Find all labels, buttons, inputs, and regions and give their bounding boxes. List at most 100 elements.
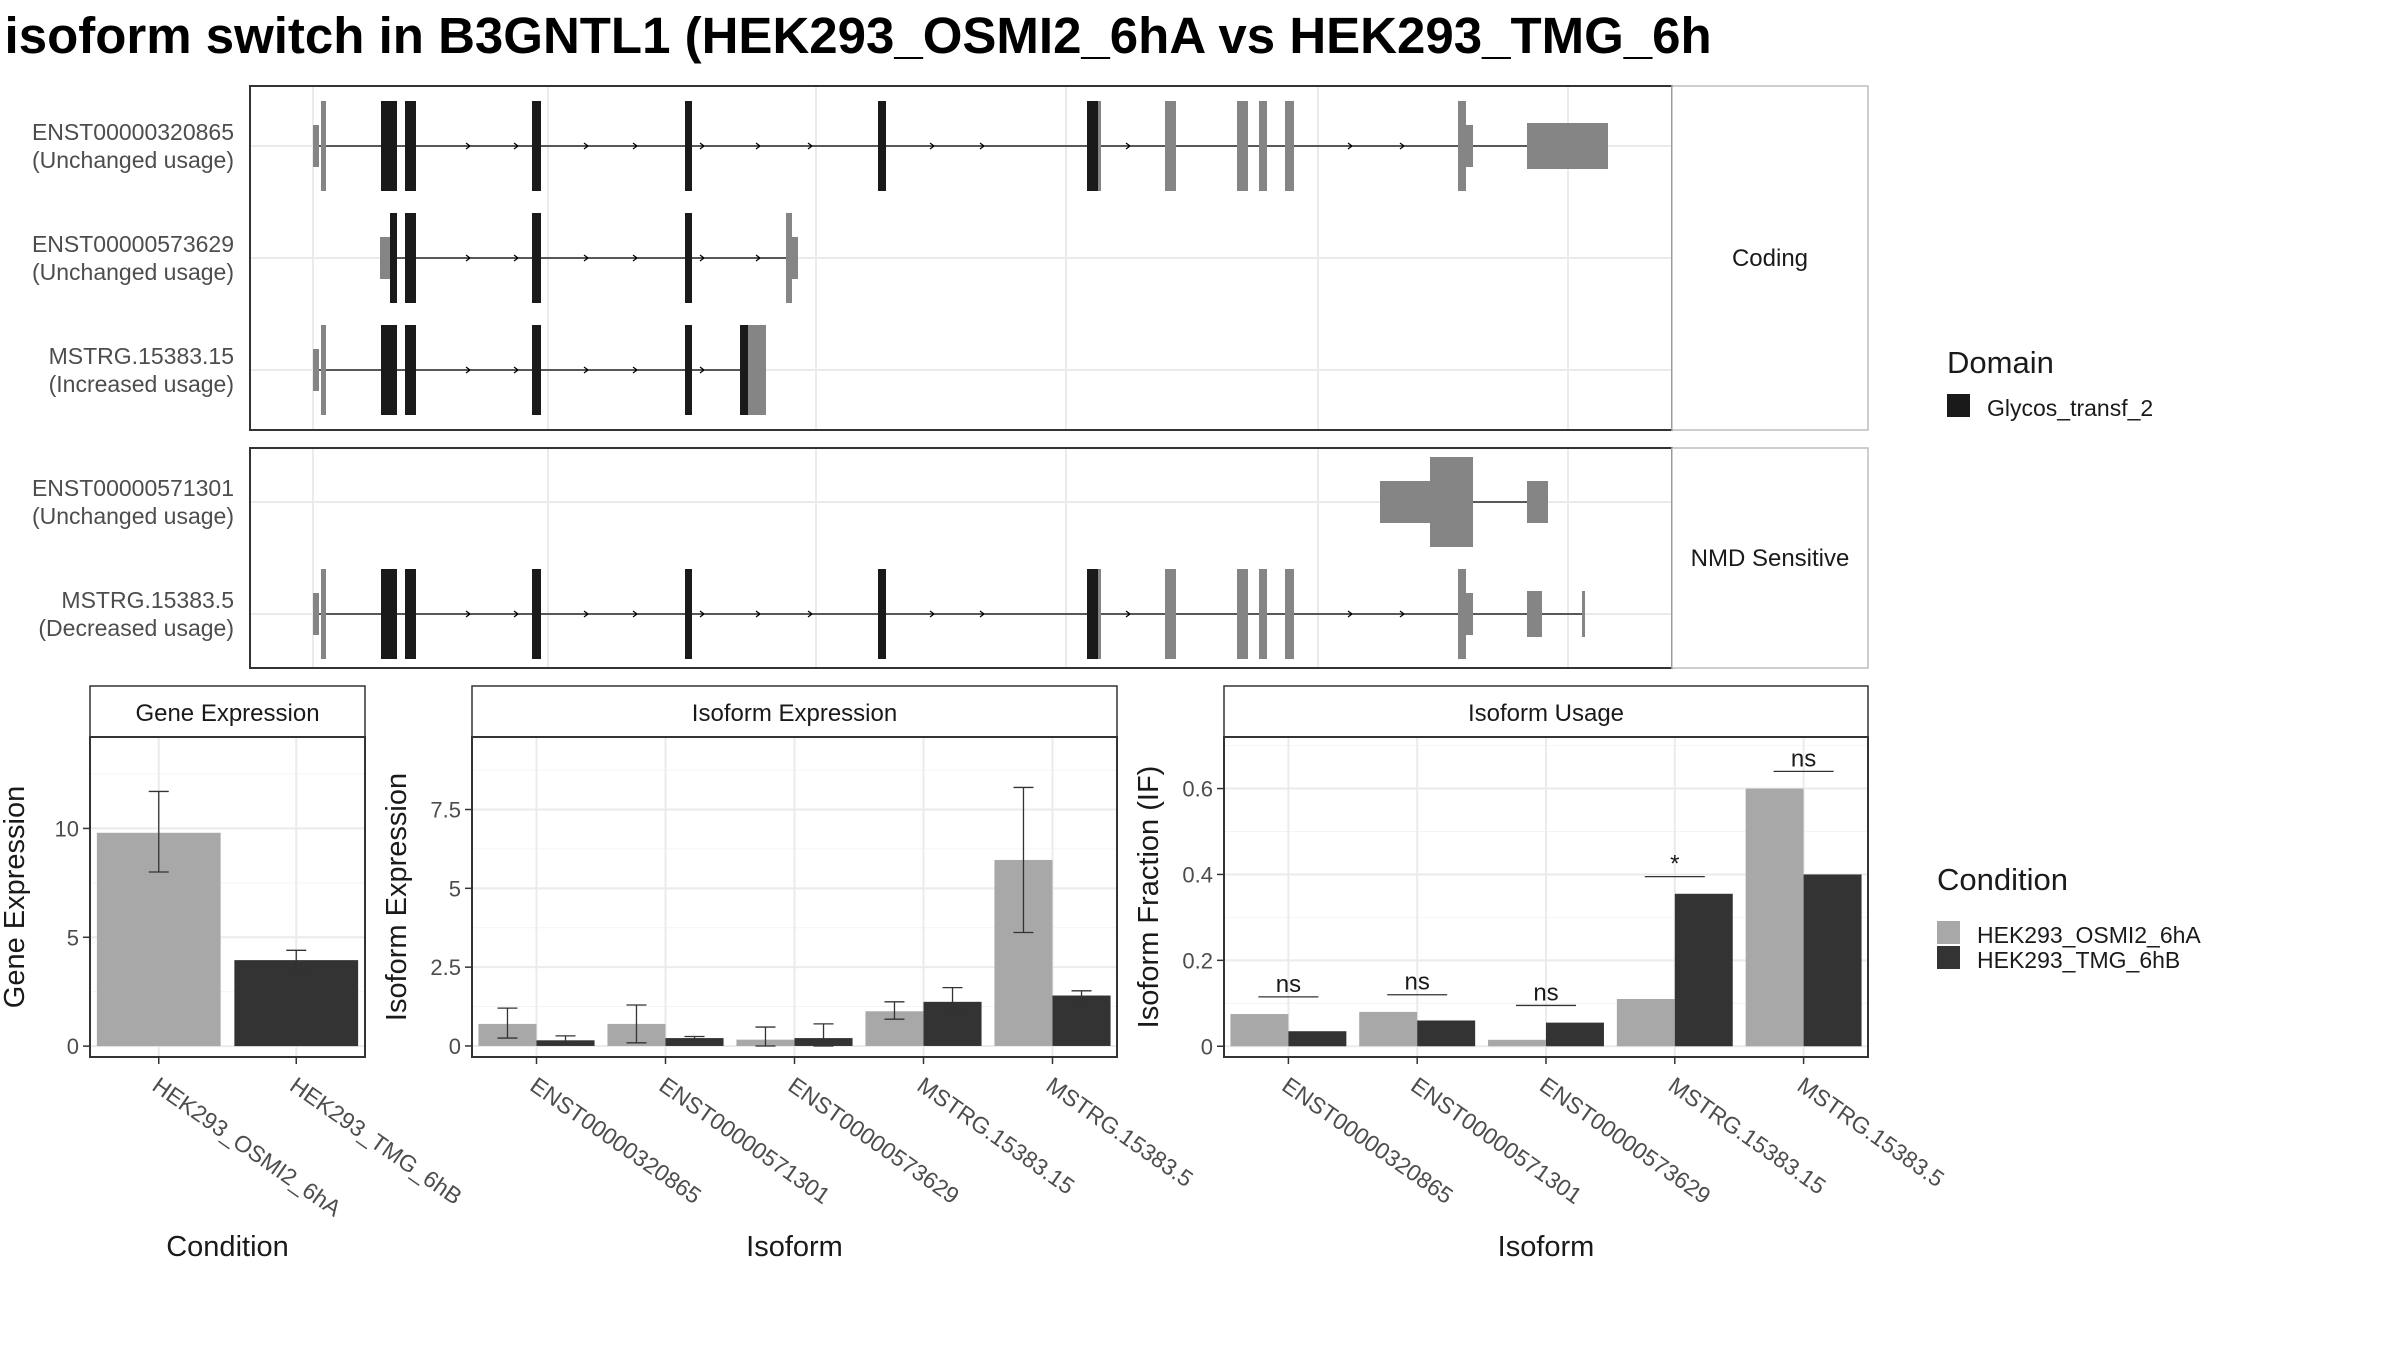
figure-title: e isoform switch in B3GNTL1 (HEK293_OSMI…: [0, 7, 1712, 64]
strand-arrow: [1399, 610, 1405, 618]
facet-strip: [471, 685, 1118, 738]
exon: [1527, 591, 1542, 637]
domain-exon: [532, 569, 541, 659]
plot-border: [89, 736, 366, 1058]
strand-arrow: [755, 142, 761, 150]
exon: [1582, 591, 1585, 637]
strand-arrow: [979, 610, 985, 618]
strand-arrow: [583, 142, 589, 150]
x-axis-title: Isoform: [1498, 1231, 1595, 1263]
domain-legend-label: Glycos_transf_2: [1987, 395, 2153, 421]
strand-arrow: [583, 254, 589, 262]
domain-exon: [381, 325, 397, 415]
exon: [1380, 481, 1430, 523]
domain-exon: [685, 213, 692, 303]
domain-exon: [685, 325, 692, 415]
exon: [380, 237, 390, 279]
transcript-1: ENST00000573629(Unchanged usage): [32, 213, 798, 303]
exon: [1259, 569, 1267, 659]
strand-arrow: [513, 254, 519, 262]
domain-exon: [532, 325, 541, 415]
bar: [1359, 1011, 1418, 1047]
facet-strip: [89, 685, 366, 738]
strand-arrow: [699, 142, 705, 150]
significance-label: ns: [1405, 969, 1430, 996]
transcript-0: ENST00000320865(Unchanged usage): [32, 101, 1608, 191]
condition-legend-label-b: HEK293_TMG_6hB: [1977, 947, 2180, 973]
bar: [1288, 1031, 1347, 1047]
exon: [1466, 593, 1473, 635]
strand-arrow: [632, 254, 638, 262]
domain-exon: [685, 569, 692, 659]
transcript-id-label: MSTRG.15383.5: [61, 587, 234, 613]
transcript-id-label: ENST00000573629: [32, 231, 234, 257]
strand-arrow: [755, 254, 761, 262]
domain-exon: [405, 325, 416, 415]
structure-strip: [1671, 447, 1869, 669]
domain-exon: [532, 213, 541, 303]
structure-strip: [1671, 85, 1869, 431]
significance-label: ns: [1276, 971, 1301, 998]
transcript-id-label: ENST00000320865: [32, 119, 234, 145]
domain-exon: [685, 101, 692, 191]
bar: [665, 1038, 724, 1046]
strand-arrow: [583, 610, 589, 618]
exon: [313, 593, 319, 635]
bar: [1674, 893, 1733, 1047]
strand-arrow: [632, 142, 638, 150]
strand-arrow: [632, 366, 638, 374]
transcript-usage-label: (Decreased usage): [38, 615, 234, 641]
strand-arrow: [1399, 142, 1405, 150]
y-axis-title: Gene Expression: [0, 786, 31, 1008]
condition-legend-label-a: HEK293_OSMI2_6hA: [1977, 922, 2201, 948]
strand-arrow: [929, 610, 935, 618]
condition-legend-key-b: [1937, 946, 1960, 969]
transcript-id-label: ENST00000571301: [32, 475, 234, 501]
strand-arrow: [465, 142, 471, 150]
bar: [1052, 995, 1111, 1046]
exon: [1259, 101, 1267, 191]
transcript-2: MSTRG.15383.15(Increased usage): [49, 325, 766, 415]
structure-strip-label: Coding: [1732, 245, 1808, 272]
domain-exon: [532, 101, 541, 191]
domain-legend-key: [1947, 394, 1970, 417]
domain-exon: [878, 101, 886, 191]
exon: [1458, 101, 1466, 191]
x-axis-title: Isoform: [746, 1231, 843, 1263]
exon: [321, 569, 326, 659]
strand-arrow: [465, 254, 471, 262]
transcript-usage-label: (Unchanged usage): [32, 503, 234, 529]
transcript-4: MSTRG.15383.5(Decreased usage): [38, 569, 1585, 659]
structure-facet-2: NMD Sensitive ENST00000571301(Unchanged u…: [32, 447, 1869, 669]
strand-arrow: [583, 366, 589, 374]
strand-arrow: [979, 142, 985, 150]
condition-legend-title: Condition: [1937, 862, 2068, 897]
exon: [1527, 123, 1608, 169]
domain-exon: [1087, 101, 1098, 191]
chart-title: Gene Expression: [135, 700, 319, 727]
exon: [1165, 569, 1176, 659]
exon: [321, 101, 326, 191]
exon: [1237, 569, 1248, 659]
strand-arrow: [1125, 142, 1131, 150]
domain-exon: [740, 325, 748, 415]
domain-exon: [390, 213, 397, 303]
domain-exon: [381, 569, 397, 659]
strand-arrow: [465, 610, 471, 618]
bar: [1616, 999, 1675, 1047]
strand-arrow: [632, 610, 638, 618]
exon: [1527, 481, 1548, 523]
exon: [1165, 101, 1176, 191]
strand-arrow: [465, 366, 471, 374]
x-axis-title: Condition: [166, 1231, 289, 1263]
y-tick-label: 2.5: [430, 955, 461, 980]
strand-arrow: [513, 366, 519, 374]
strand-arrow: [807, 610, 813, 618]
bar: [1230, 1014, 1289, 1047]
transcript-id-label: MSTRG.15383.15: [49, 343, 234, 369]
bar: [1745, 788, 1804, 1047]
exon: [1466, 125, 1473, 167]
domain-exon: [878, 569, 886, 659]
exon: [1458, 569, 1466, 659]
